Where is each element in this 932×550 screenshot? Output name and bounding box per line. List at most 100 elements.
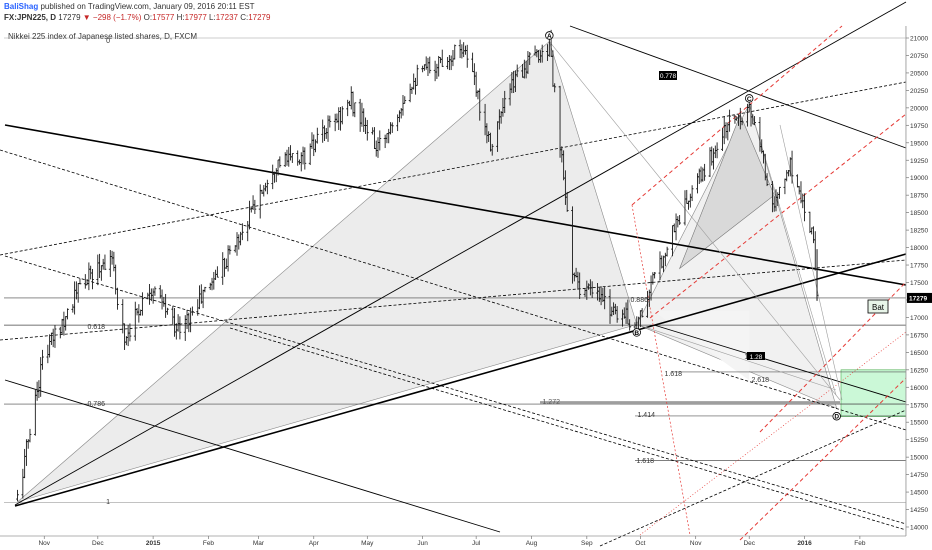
y-tick-label: 14250: [910, 507, 928, 514]
x-tick-label: Nov: [38, 540, 50, 547]
y-tick-label: 21000: [910, 36, 928, 43]
fib-level-label: 2.618: [751, 377, 769, 384]
author-name[interactable]: BaliShag: [4, 2, 39, 11]
y-tick-label: 18250: [910, 228, 928, 235]
sub-pattern-triangle: [678, 114, 775, 270]
bat-tag-text: Bat: [872, 303, 885, 312]
y-tick-label: 19000: [910, 175, 928, 182]
y-tick-label: 19750: [910, 123, 928, 130]
uptrend-line-bold: [14, 253, 907, 507]
fib-retracement-label: 1: [106, 499, 110, 506]
x-tick-label: 2016: [797, 540, 812, 547]
y-tick-label: 17000: [910, 315, 928, 322]
upper-channel-line: [14, 1, 907, 506]
ratio-tag-text: 0.778: [660, 73, 677, 80]
y-tick-label: 19500: [910, 140, 928, 147]
y-tick-label: 17500: [910, 280, 928, 287]
red-channel-bottom: [739, 377, 907, 541]
x-tick-label: Feb: [854, 540, 866, 547]
y-tick-label: 18000: [910, 245, 928, 252]
y-tick-label: 20500: [910, 70, 928, 77]
x-tick-label: Aug: [526, 540, 538, 547]
down-arrow-icon: ▼: [82, 13, 91, 22]
y-tick-label: 16000: [910, 385, 928, 392]
high-label: H:: [176, 13, 185, 22]
y-tick-label: 20750: [910, 53, 928, 60]
close-label: C:: [240, 13, 249, 22]
y-tick-label: 19250: [910, 158, 928, 165]
downtrend-line-bold: [4, 124, 907, 286]
symbol: FX:JPN225, D: [4, 13, 57, 22]
x-tick-label: May: [361, 540, 374, 547]
close-value: 17279: [248, 13, 271, 22]
x-tick-label: 2015: [146, 540, 161, 547]
ohlc-line: FX:JPN225, D 17279 ▼ −298 (−1.7%) O:1757…: [4, 13, 270, 22]
price-change: −298 (−1.7%): [92, 13, 142, 22]
published-text: published on TradingView.com, January 09…: [40, 2, 255, 11]
chart-subtitle: Nikkei 225 index of Japanese listed shar…: [8, 32, 197, 41]
fib-level-label: 1.272: [542, 399, 560, 406]
pattern-point-marker: [632, 328, 641, 337]
dashed-support-lower: [599, 409, 907, 547]
green-target-zone: [841, 369, 906, 417]
drawing-lines: [0, 1, 907, 547]
bat-tag-box: [867, 299, 889, 314]
y-tick-label: 14750: [910, 472, 928, 479]
y-tick-label: 20000: [910, 105, 928, 112]
y-tick-label: 18500: [910, 210, 928, 217]
axes: 14000 14250 14500 14750 15000 15250 15500 15750…: [0, 26, 932, 547]
helper-b: [636, 324, 837, 391]
low-label: L:: [209, 13, 216, 22]
fib-retracement-label: 0.786: [87, 401, 105, 408]
lower-channel-line: [4, 379, 501, 533]
candles: [16, 29, 819, 502]
open-label: O:: [143, 13, 153, 22]
y-tick-label: 14000: [910, 525, 928, 532]
y-tick-label: 16250: [910, 367, 928, 374]
last-price: 17279: [58, 13, 81, 22]
x-tick-label: Nov: [690, 540, 702, 547]
y-tick-label: 15000: [910, 455, 928, 462]
ratio-tag-text-2: 1.28: [750, 354, 763, 361]
y-tick-label: 16500: [910, 350, 928, 357]
fib-retracement-label: 0.618: [87, 324, 105, 331]
dashed-rising-lower: [0, 259, 907, 341]
x-tick-label: Jun: [417, 540, 428, 547]
x-tick-label: Feb: [203, 540, 215, 547]
pattern-point-label: A: [547, 33, 552, 40]
dashed-parallel-upper: [0, 149, 907, 431]
y-tick-label: 15250: [910, 437, 928, 444]
y-tick-label: 15750: [910, 402, 928, 409]
fib-level-label: 1.618: [664, 371, 682, 378]
high-value: 17977: [184, 13, 207, 22]
pattern-point-label: B: [634, 330, 639, 337]
dashed-rising-line: [0, 81, 907, 256]
ratio-tag-box: [659, 71, 677, 80]
red-channel-upper: [631, 25, 843, 206]
last-price-tag-text: 17279: [909, 295, 927, 302]
ratio-tag-box-2: [747, 352, 765, 360]
chart-header: BaliShag published on TradingView.com, J…: [4, 2, 255, 11]
helper-a: [549, 41, 841, 401]
y-tick-label: 18750: [910, 193, 928, 200]
fib-level-label: 0.886: [630, 297, 648, 304]
pattern-point-marker: [745, 94, 754, 103]
y-tick-label: 15500: [910, 420, 928, 427]
resistance-line: [569, 25, 907, 149]
pattern-point-label: C: [747, 96, 752, 103]
x-tick-label: Dec: [92, 540, 104, 547]
bat-pattern-tag: Bat: [867, 299, 889, 314]
last-price-tag-box: [907, 292, 932, 303]
fib-retracement-label: 0: [106, 38, 110, 45]
low-value: 17237: [215, 13, 238, 22]
fib-level-label: 1.618: [636, 458, 654, 465]
y-tick-label: 20250: [910, 88, 928, 95]
red-channel-mid: [649, 113, 907, 319]
y-tick-label: 16750: [910, 332, 928, 339]
x-tick-label: Jul: [472, 540, 481, 547]
x-tick-label: Oct: [635, 540, 645, 547]
pattern-triangle-xab: [17, 40, 638, 503]
fib-level-label: 1.414: [637, 412, 655, 419]
b-d-line: [653, 324, 907, 403]
